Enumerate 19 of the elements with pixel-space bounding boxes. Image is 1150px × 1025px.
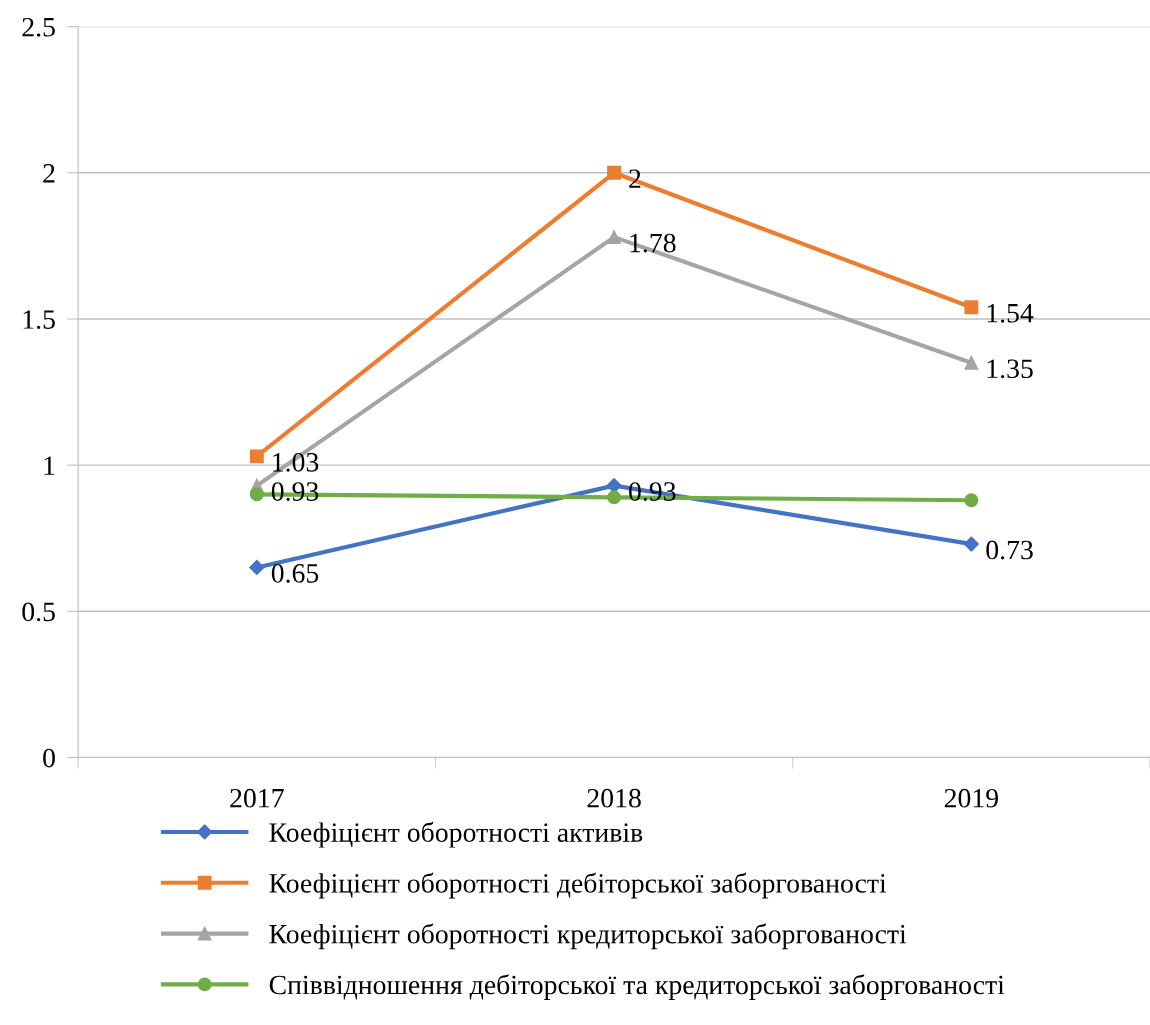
y-tick-label: 1 — [44, 456, 55, 475]
legend-label: Коефіцієнт оборотності дебіторської заборгованості — [269, 872, 887, 899]
data-label: 0.65 — [271, 564, 319, 583]
y-tick-label: 1.5 — [23, 310, 55, 330]
y-tick-label: 0.5 — [22, 602, 55, 622]
y-tick-label: 2 — [43, 164, 55, 183]
y-tick-label: 0 — [43, 748, 55, 768]
legend-label: Коефіцієнт оборотності активів — [269, 821, 643, 848]
x-tick-label: 2017 — [230, 788, 284, 808]
data-label: 1.78 — [630, 233, 676, 253]
y-tick-label: 2.5 — [22, 17, 55, 37]
legend-label: Коефіцієнт оборотності кредиторської заборгованості — [269, 923, 907, 950]
data-label: 0.73 — [986, 540, 1033, 560]
legend-label: Співвідношення дебіторської та кредиторської заборгованості — [269, 974, 1005, 1000]
data-label: 1.35 — [987, 359, 1033, 379]
data-label: 1.03 — [273, 452, 319, 472]
data-label: 1.54 — [987, 303, 1034, 323]
x-tick-label: 2018 — [587, 788, 641, 808]
x-tick-label: 2019 — [944, 788, 999, 808]
